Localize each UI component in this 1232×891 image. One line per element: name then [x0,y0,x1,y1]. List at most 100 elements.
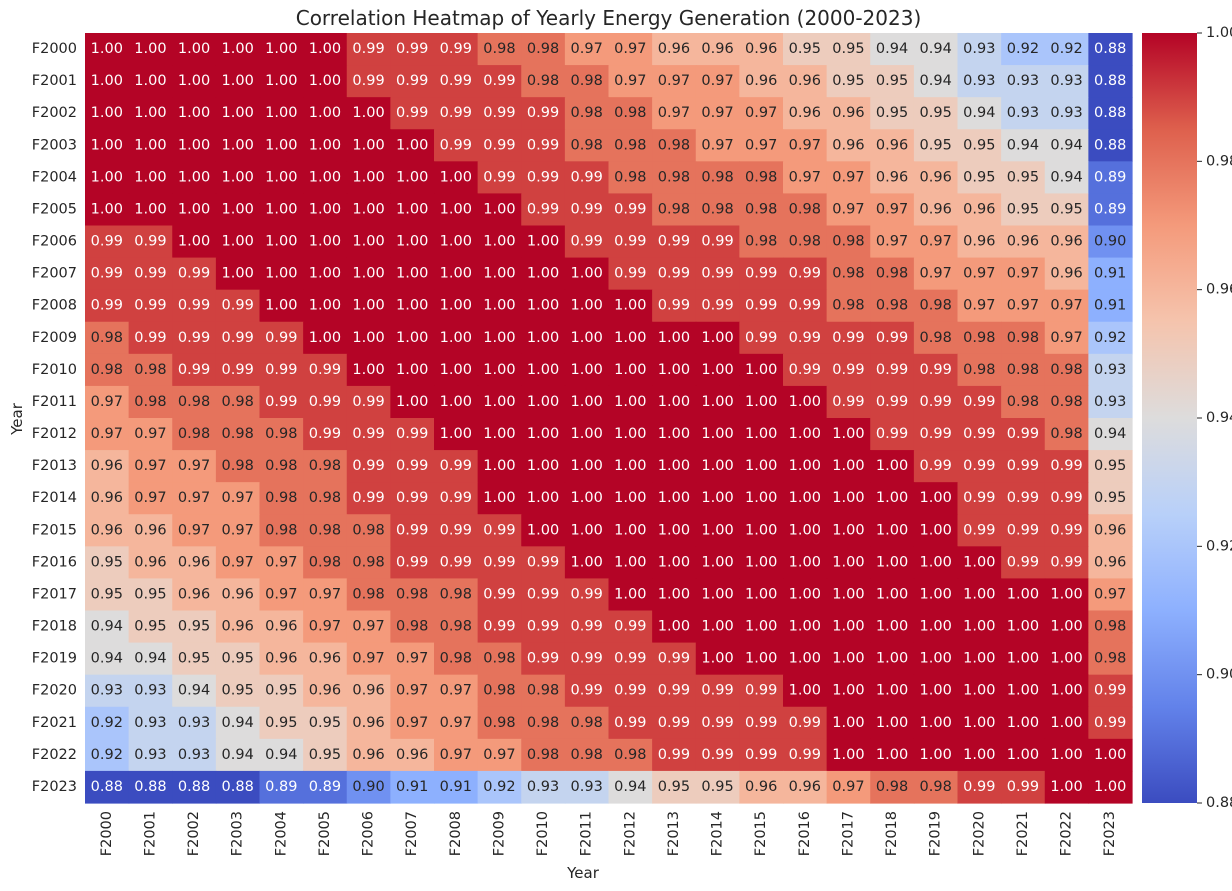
cell-value-label: 1.00 [832,586,864,602]
heatmap-cell [1088,97,1133,130]
y-tick-label: F2017 [32,586,77,602]
cell-value-label: 1.00 [745,426,777,442]
heatmap-cell [259,321,304,355]
heatmap-cell [215,578,261,612]
cell-value-label: 0.98 [701,201,733,217]
cell-value-label: 0.99 [571,651,603,667]
heatmap-cell [695,161,740,195]
heatmap-cell [608,770,653,804]
heatmap-cell [783,65,828,98]
cell-value-label: 1.00 [91,105,123,121]
heatmap-cell [303,257,348,291]
heatmap-cell [608,706,653,740]
heatmap-cell [652,578,697,612]
x-tick-label: F2020 [971,811,987,856]
heatmap-cell [608,546,653,580]
heatmap-cell [652,450,697,483]
heatmap-cell [521,674,566,708]
cell-value-label: 1.00 [614,458,646,474]
cell-value-label: 1.00 [178,201,210,217]
heatmap-cell [564,738,610,772]
cell-value-label: 1.00 [309,201,341,217]
cell-value-label: 0.97 [658,73,690,89]
heatmap-cell [172,738,217,772]
heatmap-cell [1001,418,1046,451]
cell-value-label: 1.00 [265,41,297,57]
cell-value-label: 0.93 [1050,73,1082,89]
cell-value-label: 0.88 [1094,41,1126,57]
heatmap-cell [1001,385,1046,419]
cell-value-label: 0.99 [396,554,428,570]
y-tick-label: F2023 [32,779,77,795]
cell-value-label: 1.00 [658,586,690,602]
heatmap-cell [1001,450,1046,483]
cell-value-label: 1.00 [832,619,864,635]
heatmap-cell [85,418,130,451]
cell-value-label: 0.96 [1007,234,1039,250]
cell-value-label: 1.00 [701,619,733,635]
cell-value-label: 1.00 [876,715,908,731]
cell-value-label: 1.00 [91,41,123,57]
cell-value-label: 1.00 [832,554,864,570]
cell-value-label: 0.96 [1050,266,1082,282]
heatmap-cell [652,738,697,772]
heatmap-cell [477,385,522,419]
heatmap-cell [1044,161,1089,195]
heatmap-cell [259,289,304,323]
cell-value-label: 0.92 [91,715,123,731]
cell-value-label: 0.97 [701,73,733,89]
cell-value-label: 0.96 [832,137,864,153]
heatmap-cell [739,193,784,227]
cell-value-label: 0.97 [876,201,908,217]
cell-value-label: 0.98 [1007,330,1039,346]
x-tick-label: F2001 [142,811,158,856]
heatmap-cell [303,482,348,515]
cell-value-label: 1.00 [789,586,821,602]
cell-value-label: 1.00 [352,330,384,346]
cell-value-label: 1.00 [91,169,123,185]
cell-value-label: 1.00 [789,522,821,538]
cell-value-label: 1.00 [832,747,864,763]
x-tick-label: F2021 [1015,811,1031,856]
heatmap-cell [826,546,871,580]
heatmap-cell [434,65,479,98]
cell-value-label: 0.97 [920,266,952,282]
heatmap-cell [1001,65,1046,98]
cell-value-label: 1.00 [876,554,908,570]
heatmap-cell [695,450,740,483]
heatmap-cell [608,321,653,355]
x-tick-label: F2005 [317,811,333,856]
heatmap-cell [695,129,740,162]
cell-value-label: 1.00 [396,201,428,217]
cell-value-label: 0.98 [222,426,254,442]
cell-value-label: 1.00 [265,169,297,185]
cell-value-label: 1.00 [527,362,559,378]
heatmap-cell [1088,642,1133,676]
cell-value-label: 1.00 [352,137,384,153]
cell-value-label: 0.96 [963,234,995,250]
heatmap-cell [1001,161,1046,195]
cell-value-label: 0.98 [571,715,603,731]
y-tick-label: F2006 [32,234,77,250]
cell-value-label: 0.96 [1094,554,1126,570]
heatmap-cell [695,482,740,515]
heatmap-cell [564,418,610,451]
cell-value-label: 0.97 [832,169,864,185]
cell-value-label: 0.94 [222,747,254,763]
cell-value-label: 1.00 [571,394,603,410]
cell-value-label: 0.95 [265,683,297,699]
cell-value-label: 1.00 [963,651,995,667]
cell-value-label: 0.97 [222,554,254,570]
cell-value-label: 0.88 [1094,105,1126,121]
heatmap-cell [1001,257,1046,291]
cell-value-label: 0.96 [178,554,210,570]
cell-value-label: 1.00 [265,201,297,217]
cell-value-label: 1.00 [134,201,166,217]
heatmap-cell [652,514,697,547]
heatmap-cell [564,546,610,580]
heatmap-cell [652,161,697,195]
heatmap-cell [826,450,871,483]
cell-value-label: 1.00 [658,362,690,378]
cell-value-label: 0.99 [658,683,690,699]
cell-value-label: 1.00 [614,298,646,314]
